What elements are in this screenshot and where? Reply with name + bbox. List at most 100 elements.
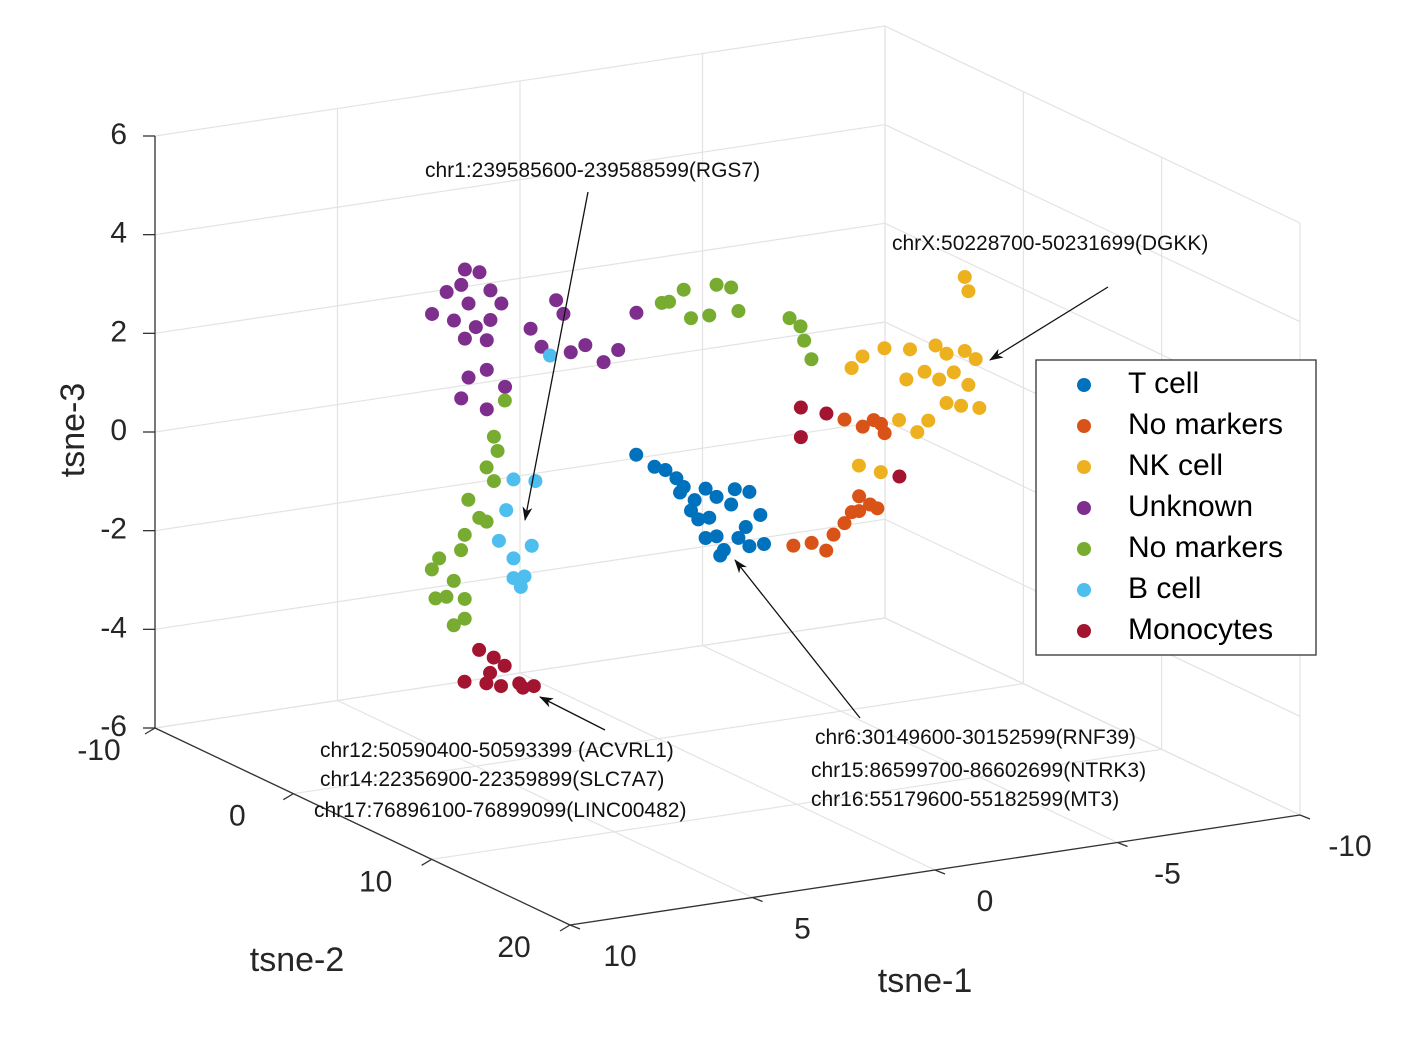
x-tick-label: -5: [1154, 857, 1181, 890]
point: [855, 349, 870, 364]
point: [446, 573, 461, 588]
y-axis-label: tsne-2: [250, 941, 345, 979]
point: [425, 306, 440, 321]
point: [851, 458, 866, 473]
point: [432, 551, 447, 566]
point: [472, 642, 487, 657]
grid-line: [884, 25, 1301, 224]
annotation: chr1:239585600-239588599(RGS7): [425, 159, 760, 182]
point: [826, 527, 841, 542]
z-tick-label: -4: [100, 611, 127, 644]
point: [662, 294, 677, 309]
y-tick-label: 10: [359, 865, 392, 898]
y-tick-label: 0: [229, 800, 246, 833]
tick-mark: [569, 924, 581, 930]
point: [742, 484, 757, 499]
point: [702, 510, 717, 525]
point: [479, 460, 494, 475]
point: [499, 503, 514, 518]
grid-line: [884, 617, 1301, 816]
point: [852, 489, 867, 504]
arrow: [989, 286, 1109, 361]
point: [713, 548, 728, 563]
point: [844, 361, 859, 375]
tick-mark: [1299, 814, 1311, 820]
arrow: [734, 559, 861, 719]
point: [454, 543, 469, 558]
point: [757, 537, 771, 551]
point: [939, 346, 954, 361]
legend-marker: [1077, 624, 1091, 638]
legend-label: No markers: [1128, 408, 1283, 441]
grid-line: [337, 699, 753, 899]
arrow: [539, 696, 606, 731]
point: [578, 338, 593, 353]
point: [691, 512, 706, 527]
point: [479, 362, 494, 377]
point: [724, 280, 739, 295]
point: [457, 262, 472, 277]
point: [479, 402, 494, 417]
point: [491, 533, 506, 548]
point: [786, 538, 801, 553]
point: [852, 504, 867, 519]
point: [486, 474, 501, 489]
point: [892, 413, 907, 428]
points: [424, 262, 987, 695]
point: [684, 311, 698, 326]
point: [903, 342, 917, 357]
point: [479, 676, 494, 691]
point: [738, 520, 753, 535]
point: [673, 485, 688, 500]
point: [698, 481, 713, 496]
grid-line: [519, 672, 936, 871]
point: [647, 459, 662, 474]
point: [490, 443, 505, 458]
tick-mark: [421, 858, 433, 866]
point: [877, 426, 892, 441]
z-tick-label: 4: [110, 217, 127, 250]
point: [804, 535, 819, 550]
point: [461, 492, 476, 507]
point: [731, 530, 746, 545]
point: [439, 285, 454, 300]
point: [479, 333, 494, 348]
grid: -6 -4 -2 0 2 4 6 -10 0 10 20 -10 -5 0 5 10: [77, 25, 1372, 973]
point: [698, 531, 713, 545]
point: [497, 658, 512, 673]
grid-line: [154, 321, 886, 433]
point: [483, 283, 498, 298]
tick-mark: [559, 924, 571, 932]
y-tick-label: 20: [497, 931, 530, 964]
point: [446, 313, 461, 328]
tick-mark: [282, 793, 294, 801]
point: [968, 352, 983, 367]
point: [753, 507, 768, 522]
tick-mark: [752, 896, 763, 903]
point: [793, 319, 808, 334]
point: [804, 352, 819, 367]
point: [494, 296, 509, 311]
point: [528, 474, 543, 489]
z-tick-label: 2: [110, 315, 127, 348]
point: [524, 538, 539, 553]
point: [910, 425, 925, 440]
point: [727, 482, 742, 497]
x-tick-label: -10: [1328, 830, 1371, 863]
point: [439, 589, 454, 604]
point: [486, 429, 501, 444]
point: [515, 680, 530, 695]
point: [457, 331, 472, 346]
point: [658, 463, 673, 478]
tick-mark: [1117, 841, 1128, 848]
point: [946, 365, 961, 380]
point: [742, 539, 757, 554]
grid-line: [154, 124, 886, 236]
y-axis: [154, 727, 571, 926]
point: [932, 372, 947, 387]
point: [563, 345, 578, 360]
grid-line: [702, 644, 1118, 844]
point: [497, 393, 512, 408]
point: [870, 501, 885, 516]
point: [461, 370, 476, 385]
